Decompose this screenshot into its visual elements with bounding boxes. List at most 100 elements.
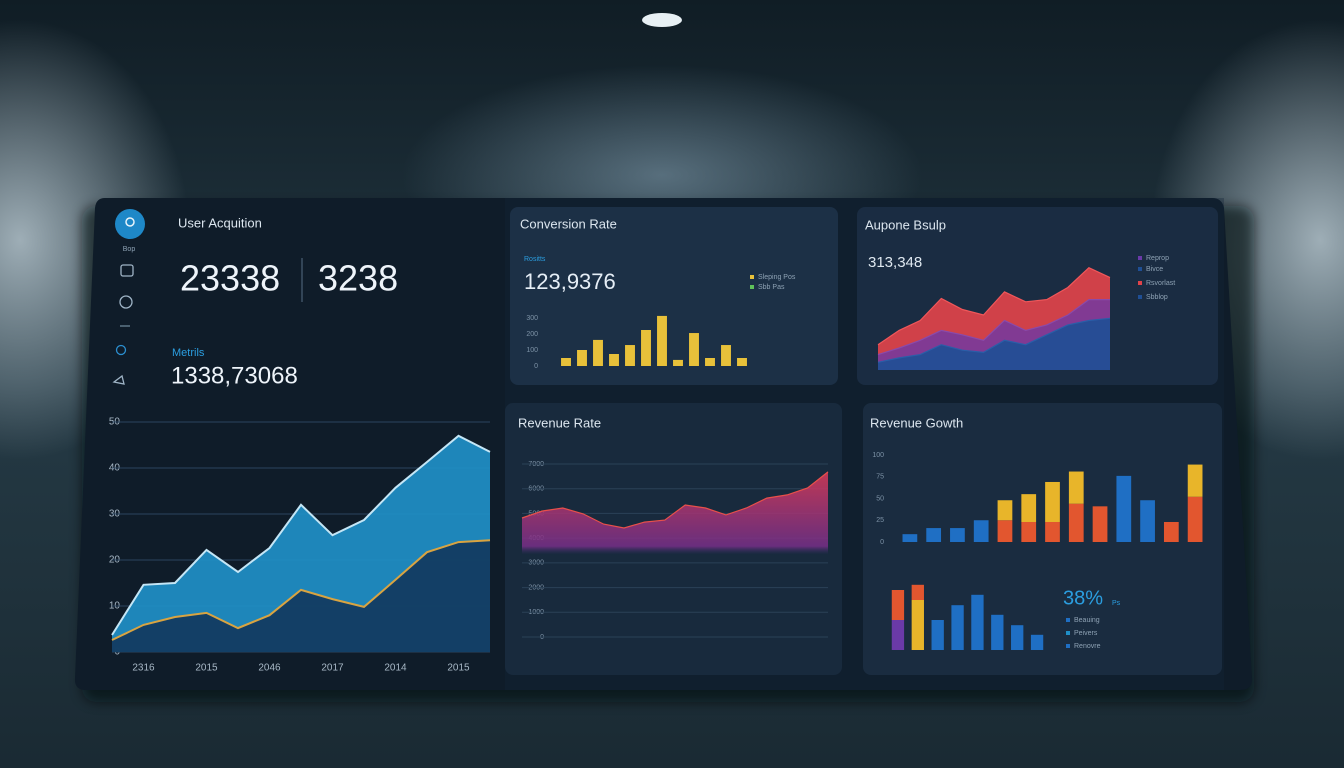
legend-entry: Bivce <box>1146 266 1163 273</box>
bar <box>971 594 984 650</box>
legend-entry: Sleping Pos <box>758 274 796 281</box>
bar <box>1045 521 1060 542</box>
sidebar-icon[interactable] <box>115 344 127 356</box>
bar <box>561 358 571 366</box>
bar <box>1011 625 1024 650</box>
area-line <box>111 539 491 641</box>
bar <box>911 600 924 650</box>
x-tick-label: 2014 <box>384 663 407 674</box>
legend-entry: Renovre <box>1074 643 1101 650</box>
stat-main: 23338 <box>180 258 280 299</box>
y-tick-label: 75 <box>876 474 884 481</box>
legend-entry: Sbb Pas <box>758 284 785 291</box>
area-fill <box>878 318 1110 370</box>
bar <box>1092 506 1108 542</box>
bar <box>1187 496 1203 542</box>
legend-entry: Sbblop <box>1146 294 1168 301</box>
panel-title: Conversion Rate <box>520 216 617 231</box>
bar <box>931 620 944 650</box>
metric-value: 1338,73068 <box>171 362 298 389</box>
area-line <box>877 266 1111 346</box>
bar <box>689 333 699 366</box>
panel-value: 313,348 <box>868 254 922 271</box>
bar <box>1068 471 1084 504</box>
icon-glyph <box>125 217 135 227</box>
panel-title: Revenue Rate <box>518 415 601 430</box>
panel-title: User Acquition <box>178 215 262 230</box>
bar <box>705 358 715 366</box>
area-line <box>111 434 491 636</box>
metric-label: Metrils <box>172 347 205 359</box>
sidebar-label: Bop <box>123 246 136 253</box>
x-tick-label: 2046 <box>258 663 281 674</box>
bar <box>891 620 905 650</box>
area-line <box>521 471 829 529</box>
bar <box>891 590 905 620</box>
panel-value: 123,9376 <box>524 269 616 294</box>
panel-title: Aupone Bsulp <box>865 217 946 232</box>
area-fill <box>522 471 828 637</box>
legend-swatch <box>1138 295 1142 299</box>
bar <box>1116 475 1132 542</box>
y-tick-label: 200 <box>526 331 538 338</box>
bar <box>1163 521 1179 542</box>
sidebar-icon[interactable] <box>120 264 134 277</box>
legend-swatch <box>1066 618 1070 622</box>
panel <box>510 207 838 385</box>
bar <box>1021 521 1037 542</box>
bar <box>997 500 1013 521</box>
legend-entry: Rsvorlast <box>1146 280 1175 287</box>
bar <box>902 534 918 542</box>
y-tick-label: 0 <box>880 539 884 546</box>
bar <box>1030 634 1044 650</box>
stat-side: 3238 <box>318 258 398 299</box>
sidebar-icon[interactable] <box>112 374 125 385</box>
bar <box>657 315 667 366</box>
legend-swatch <box>1138 281 1142 285</box>
bar <box>973 520 989 542</box>
bar <box>593 339 603 366</box>
ceiling-lamp <box>642 13 682 27</box>
legend-swatch <box>1066 644 1070 648</box>
bar <box>721 345 731 366</box>
legend-swatch <box>1138 256 1142 260</box>
legend-entry: Peivers <box>1074 630 1098 637</box>
legend-swatch <box>750 275 754 279</box>
y-tick-label: 50 <box>876 495 884 502</box>
area-fill <box>112 540 490 652</box>
bar <box>1021 494 1037 522</box>
bar <box>951 605 964 650</box>
legend-swatch <box>1138 267 1142 271</box>
legend-entry: Beauing <box>1074 617 1100 624</box>
bar <box>673 359 683 366</box>
panel-stat: 38% <box>1063 587 1103 609</box>
panel-stat-unit: Ps <box>1112 600 1121 607</box>
y-tick-label: 25 <box>876 517 884 524</box>
bar <box>641 330 651 366</box>
y-tick-label: 100 <box>872 452 884 459</box>
bar <box>911 584 924 600</box>
area-line <box>877 299 1110 356</box>
bar <box>577 350 587 366</box>
bar <box>926 528 942 542</box>
sidebar-icon[interactable] <box>119 295 133 309</box>
bar <box>991 614 1004 650</box>
x-tick-label: 2015 <box>195 663 218 674</box>
sidebar-active-icon[interactable] <box>115 209 145 239</box>
bar <box>737 358 747 366</box>
x-tick-label: 2316 <box>132 663 155 674</box>
area-line <box>877 317 1111 363</box>
bar <box>1140 500 1155 542</box>
bar <box>625 345 635 366</box>
bar <box>609 354 619 366</box>
bar <box>950 528 965 542</box>
panel-title: Revenue Gowth <box>870 415 963 430</box>
legend-swatch <box>750 285 754 289</box>
bar <box>997 520 1013 542</box>
panel-subtitle: Rositts <box>524 256 546 263</box>
x-tick-label: 2015 <box>447 663 470 674</box>
x-tick-label: 2017 <box>321 663 344 674</box>
legend-swatch <box>1066 631 1070 635</box>
